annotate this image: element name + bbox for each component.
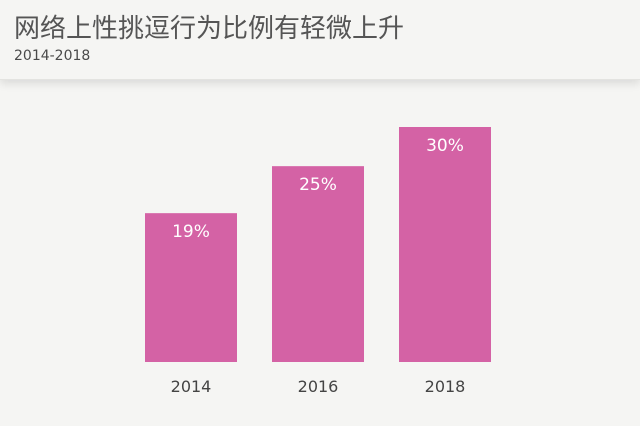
bar-2014 bbox=[145, 213, 237, 362]
bar-2016 bbox=[272, 166, 364, 362]
bar-value-label-2014: 19% bbox=[172, 222, 210, 242]
x-tick-label-2014: 2014 bbox=[171, 377, 212, 396]
chart-subtitle: 2014-2018 bbox=[14, 48, 91, 64]
bar-value-label-2016: 25% bbox=[299, 175, 337, 195]
x-tick-label-2018: 2018 bbox=[425, 377, 466, 396]
bar-2018 bbox=[399, 127, 491, 362]
bar-value-label-2018: 30% bbox=[426, 136, 464, 156]
chart-header: 网络上性挑逗行为比例有轻微上升 2014-2018 bbox=[0, 0, 640, 80]
chart-title: 网络上性挑逗行为比例有轻微上升 bbox=[14, 14, 405, 44]
x-tick-label-2016: 2016 bbox=[298, 377, 339, 396]
